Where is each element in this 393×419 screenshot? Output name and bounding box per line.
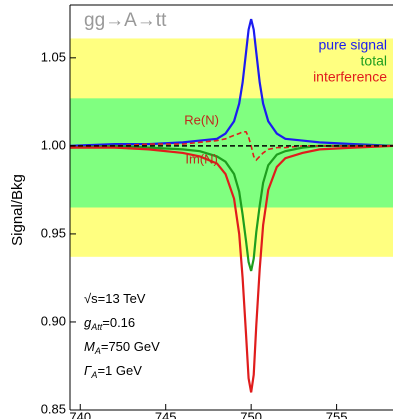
series-line <box>69 18 393 147</box>
y-tick-label: 0.85 <box>41 401 66 416</box>
y-tick-label: 1.05 <box>41 49 66 64</box>
x-tick-label: 755 <box>326 409 348 419</box>
x-tick-label: 745 <box>155 409 177 419</box>
parameter-part: A <box>90 370 97 380</box>
y-tick-label: 0.95 <box>41 225 66 240</box>
parameter: gAtt=0.16 <box>84 315 135 332</box>
legend-entry: total <box>361 53 387 69</box>
parameter-part: =1 GeV <box>97 363 142 378</box>
parameter-part: =0.16 <box>102 315 135 330</box>
series-line <box>70 144 393 393</box>
x-tick-label: 740 <box>69 409 91 419</box>
parameter-part: Γ <box>84 363 92 378</box>
y-tick-label: 1.00 <box>41 137 66 152</box>
parameter-part: √s <box>84 291 98 306</box>
parameter: MA=750 GeV <box>84 339 160 356</box>
series-line <box>69 144 393 272</box>
parameter-part: A <box>94 346 101 356</box>
parameter: ΓA=1 GeV <box>84 363 142 380</box>
legend-entry: pure signal <box>319 37 388 53</box>
parameter-part: =750 GeV <box>101 339 160 354</box>
parameter-part: M <box>84 339 95 354</box>
legend-entry: interference <box>313 69 387 85</box>
series-line <box>70 130 393 162</box>
curve-label: Re(N) <box>184 113 219 128</box>
y-tick-label: 0.90 <box>41 313 66 328</box>
parameter-part: Att <box>90 322 103 332</box>
y-axis-label: Signal/Bkg <box>9 174 26 246</box>
curve-label: Im(N) <box>185 151 218 166</box>
parameter: √s=13 TeV <box>84 291 146 306</box>
x-tick-label: 750 <box>240 409 262 419</box>
chart-title: gg→A→tt <box>84 10 167 31</box>
parameter-part: =13 TeV <box>98 291 146 306</box>
parameter-part: g <box>84 315 92 330</box>
